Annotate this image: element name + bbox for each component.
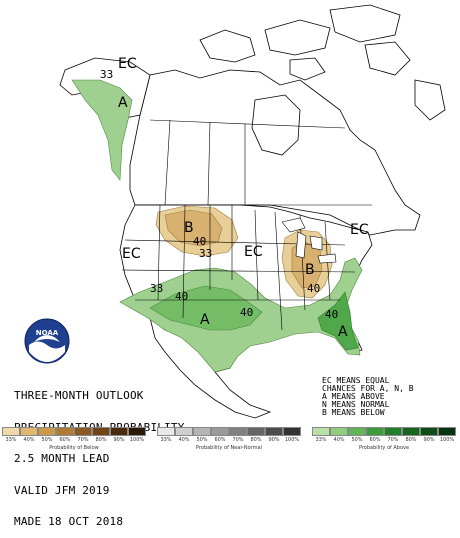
outlook-caption: THREE-MONTH OUTLOOK PRECIPITATION PROBAB… xyxy=(14,370,185,538)
legend-key: EC MEANS EQUAL CHANCES FOR A, N, B A MEA… xyxy=(322,377,414,417)
scale-below-swatch-6 xyxy=(110,427,128,436)
scale-near-normal-swatch-7 xyxy=(283,427,301,436)
caption-line-4: VALID JFM 2019 xyxy=(14,483,110,497)
scale-above-tick-1: 40% xyxy=(333,437,345,443)
scale-near-normal-swatch-1 xyxy=(175,427,193,436)
label-b-northplains: B xyxy=(184,220,194,236)
scale-above-tick-7: 100% xyxy=(439,437,455,443)
scale-below-tick-7: 100% xyxy=(129,437,145,443)
label-33-northplains: 33 xyxy=(199,247,212,260)
label-33-south: 33 xyxy=(150,282,163,295)
scale-above-swatch-6 xyxy=(420,427,438,436)
scale-above-swatch-5 xyxy=(402,427,420,436)
scale-near-normal-swatch-0 xyxy=(157,427,175,436)
scale-above-swatch-7 xyxy=(438,427,456,436)
above-region-south-40 xyxy=(149,285,263,331)
scale-below xyxy=(2,427,146,436)
scale-near-normal-title: Probability of Near-Normal xyxy=(196,445,262,451)
scale-below-tick-0: 33% xyxy=(5,437,17,443)
scale-below-tick-3: 60% xyxy=(59,437,71,443)
scale-below-title: Probability of Below xyxy=(49,445,99,451)
scale-above xyxy=(312,427,456,436)
map-labels: EC 33 A EC B 40 33 EC EC B 40 33 40 A 40… xyxy=(100,56,369,340)
scale-below-tick-4: 70% xyxy=(77,437,89,443)
above-region-alaska xyxy=(71,79,133,181)
scale-below-ticks: 33% 40% 50% 60% 70% 80% 90% 100% xyxy=(2,437,146,443)
label-ec-alaska: EC xyxy=(118,56,137,72)
scale-near-normal-tick-7: 100% xyxy=(284,437,300,443)
scale-below-swatch-7 xyxy=(128,427,146,436)
legend-key-line-4: N MEANS NORMAL xyxy=(322,400,390,409)
scale-above-swatch-0 xyxy=(312,427,330,436)
scale-near-normal-swatch-3 xyxy=(211,427,229,436)
legend-key-line-3: A MEANS ABOVE xyxy=(322,392,385,401)
scale-near-normal-tick-5: 80% xyxy=(250,437,262,443)
scale-near-normal-tick-4: 70% xyxy=(232,437,244,443)
scale-near-normal-tick-2: 50% xyxy=(196,437,208,443)
scale-below-swatch-3 xyxy=(56,427,74,436)
precipitation-outlook-map: EC 33 A EC B 40 33 EC EC B 40 33 40 A 40… xyxy=(59,4,446,419)
scale-near-normal-swatch-2 xyxy=(193,427,211,436)
scale-below-tick-5: 80% xyxy=(95,437,107,443)
scale-below-tick-6: 90% xyxy=(113,437,125,443)
scale-above-tick-2: 50% xyxy=(351,437,363,443)
scale-below-swatch-5 xyxy=(92,427,110,436)
scale-above-swatch-1 xyxy=(330,427,348,436)
scale-near-normal-swatch-6 xyxy=(265,427,283,436)
label-ec-central: EC xyxy=(244,244,263,260)
scale-near-normal-ticks: 33% 40% 50% 60% 70% 80% 90% 100% xyxy=(157,437,301,443)
legend-key-line-5: B MEANS BELOW xyxy=(322,408,385,417)
scale-below-tick-1: 40% xyxy=(23,437,35,443)
scale-above-tick-3: 60% xyxy=(369,437,381,443)
scale-near-normal-swatch-5 xyxy=(247,427,265,436)
scale-above-tick-5: 80% xyxy=(405,437,417,443)
label-40-south: 40 xyxy=(175,290,188,303)
label-40-northplains: 40 xyxy=(193,235,206,248)
above-region-southeast-40 xyxy=(317,291,359,351)
scale-near-normal-tick-6: 90% xyxy=(268,437,280,443)
label-a-alaska: A xyxy=(118,95,128,111)
scale-near-normal-tick-1: 40% xyxy=(178,437,190,443)
noaa-logo-text: NOAA xyxy=(36,329,59,337)
scale-near-normal-tick-0: 33% xyxy=(160,437,172,443)
label-ec-west: EC xyxy=(122,246,141,262)
scale-below-swatch-0 xyxy=(2,427,20,436)
noaa-logo: NOAA xyxy=(24,318,70,364)
legend-key-line-2: CHANCES FOR A, N, B xyxy=(322,384,414,393)
scale-above-swatch-3 xyxy=(366,427,384,436)
scale-below-swatch-1 xyxy=(20,427,38,436)
scale-above-tick-0: 33% xyxy=(315,437,327,443)
label-ec-east: EC xyxy=(350,222,369,238)
scale-near-normal xyxy=(157,427,301,436)
label-40-southeast: 40 xyxy=(325,308,338,321)
scale-above-swatch-4 xyxy=(384,427,402,436)
great-lakes xyxy=(281,217,337,264)
political-borders xyxy=(121,119,372,331)
label-40-ohio: 40 xyxy=(307,282,320,295)
caption-line-3: 2.5 MONTH LEAD xyxy=(14,452,110,465)
scale-above-title: Probability of Above xyxy=(358,445,410,451)
label-a-southeast: A xyxy=(338,324,348,340)
legend-key-line-1: EC MEANS EQUAL xyxy=(322,376,390,385)
caption-line-5: MADE 18 OCT 2018 xyxy=(14,515,124,528)
label-40-south-2: 40 xyxy=(240,306,253,319)
label-b-ohio: B xyxy=(305,262,315,278)
caption-line-1: THREE-MONTH OUTLOOK xyxy=(14,389,144,402)
label-a-south: A xyxy=(200,312,210,328)
scale-above-ticks: 33% 40% 50% 60% 70% 80% 90% 100% xyxy=(312,437,456,443)
scale-below-tick-2: 50% xyxy=(41,437,53,443)
scale-near-normal-tick-3: 60% xyxy=(214,437,226,443)
scale-above-tick-4: 70% xyxy=(387,437,399,443)
label-33-alaska: 33 xyxy=(100,68,113,81)
scale-near-normal-swatch-4 xyxy=(229,427,247,436)
scale-below-swatch-4 xyxy=(74,427,92,436)
scale-above-tick-6: 90% xyxy=(423,437,435,443)
scale-below-swatch-2 xyxy=(38,427,56,436)
scale-above-swatch-2 xyxy=(348,427,366,436)
